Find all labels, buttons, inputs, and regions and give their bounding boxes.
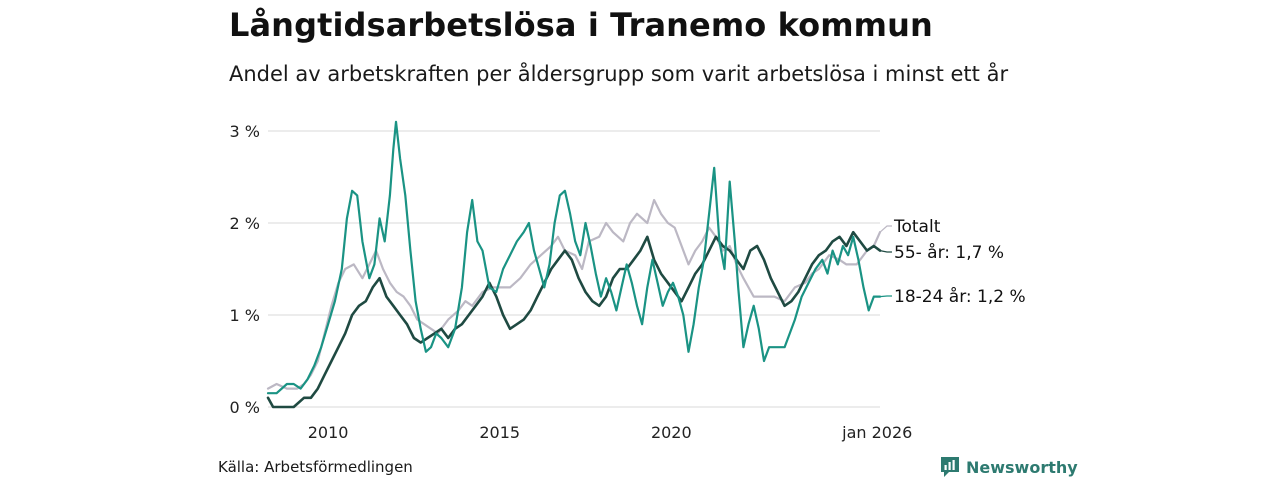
brand-name: Newsworthy bbox=[966, 457, 1078, 477]
x-tick-label: 2010 bbox=[308, 423, 349, 442]
series-line-totalt bbox=[266, 198, 882, 390]
source-note: Källa: Arbetsförmedlingen bbox=[218, 458, 413, 476]
chart-subtitle: Andel av arbetskraften per åldersgrupp s… bbox=[229, 62, 1009, 86]
chart-title: Långtidsarbetslösa i Tranemo kommun bbox=[229, 6, 933, 44]
series-lines bbox=[266, 120, 882, 409]
series-line-age55 bbox=[266, 230, 882, 409]
end-label-connector bbox=[879, 225, 892, 233]
end-label-connector bbox=[879, 295, 892, 298]
series-end-label-age1824: 18-24 år: 1,2 % bbox=[894, 286, 1026, 307]
y-tick-label: 2 % bbox=[230, 214, 260, 233]
series-end-labels: Totalt 55- år: 1,7 % 18-24 år: 1,2 % bbox=[879, 217, 1026, 307]
x-axis-ticks: 2010 2015 2020 jan 2026 bbox=[308, 423, 913, 442]
gridlines bbox=[268, 130, 880, 408]
series-line-age1824 bbox=[266, 120, 882, 395]
y-tick-label: 3 % bbox=[230, 122, 260, 141]
y-axis-ticks: 0 % 1 % 2 % 3 % bbox=[230, 122, 260, 417]
x-tick-label: jan 2026 bbox=[841, 423, 912, 442]
y-tick-label: 0 % bbox=[230, 398, 260, 417]
newsworthy-logo-icon bbox=[941, 457, 959, 477]
end-label-connector bbox=[879, 250, 892, 253]
y-tick-label: 1 % bbox=[230, 306, 260, 325]
brand-logo: Newsworthy bbox=[940, 456, 1078, 478]
x-tick-label: 2015 bbox=[479, 423, 520, 442]
x-tick-label: 2020 bbox=[651, 423, 692, 442]
series-end-label-totalt: Totalt bbox=[893, 217, 941, 237]
series-end-label-age55: 55- år: 1,7 % bbox=[894, 242, 1004, 263]
